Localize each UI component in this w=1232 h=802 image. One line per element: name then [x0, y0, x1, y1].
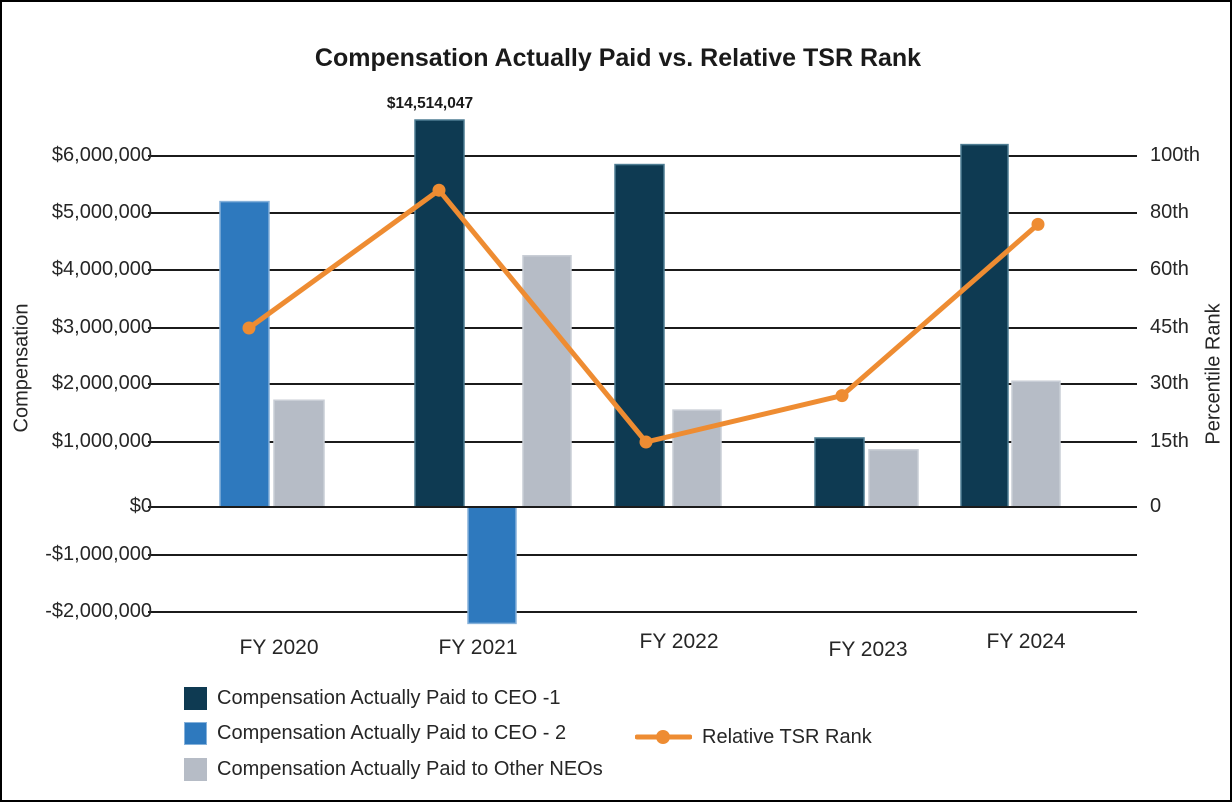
bar	[868, 449, 919, 508]
right-tick-label: 15th	[1150, 430, 1189, 452]
x-axis-label: FY 2024	[986, 630, 1066, 653]
right-tick-label: 30th	[1150, 372, 1189, 394]
left-tick-label: -$1,000,000	[45, 543, 152, 565]
left-tick-label: $3,000,000	[51, 316, 152, 338]
bar	[273, 399, 325, 508]
bar	[414, 119, 465, 508]
tsr-marker	[432, 183, 446, 197]
tsr-marker	[1031, 217, 1045, 231]
bar	[467, 506, 517, 625]
line-marker-swatch-icon	[635, 730, 692, 744]
bar	[814, 437, 865, 508]
left-tick-label: $0	[129, 495, 152, 517]
tsr-marker	[242, 321, 256, 335]
legend-marker-icon	[656, 730, 670, 744]
ceo2-swatch-icon	[184, 722, 207, 745]
ceo1-swatch-icon	[184, 687, 207, 710]
legend-item-ceo1: Compensation Actually Paid to CEO -1	[184, 687, 561, 710]
x-axis-label: FY 2020	[239, 636, 319, 659]
right-tick-label: 100th	[1150, 144, 1201, 166]
x-axis-label: FY 2022	[639, 630, 719, 653]
right-axis-title: Percentile Rank	[1202, 303, 1225, 445]
left-tick-label: $5,000,000	[51, 201, 152, 223]
right-tick-label: 0	[1150, 495, 1162, 517]
left-tick-label: $4,000,000	[51, 258, 152, 280]
left-tick-label: -$2,000,000	[45, 600, 152, 622]
legend-item-ceo2: Compensation Actually Paid to CEO - 2	[184, 722, 566, 745]
chart-title: Compensation Actually Paid vs. Relative …	[314, 44, 922, 72]
bar-data-label: $14,514,047	[386, 95, 474, 112]
x-axis-label: FY 2023	[828, 638, 908, 661]
right-tick-label: 80th	[1150, 201, 1189, 223]
legend-label: Relative TSR Rank	[702, 725, 872, 748]
left-axis-title: Compensation	[10, 303, 33, 433]
right-tick-label: 60th	[1150, 258, 1189, 280]
bar	[522, 255, 572, 508]
bar	[960, 143, 1009, 508]
tsr-marker	[835, 389, 849, 403]
x-axis-label: FY 2021	[438, 636, 518, 659]
legend-label: Compensation Actually Paid to Other NEOs	[217, 758, 603, 780]
bar	[219, 200, 270, 508]
legend-label: Compensation Actually Paid to CEO -1	[217, 687, 561, 709]
bar	[614, 163, 665, 508]
legend-item-neos: Compensation Actually Paid to Other NEOs	[184, 758, 603, 781]
right-tick-label: 45th	[1150, 316, 1189, 338]
legend-item-tsr: Relative TSR Rank	[635, 725, 872, 749]
legend-label: Compensation Actually Paid to CEO - 2	[217, 722, 567, 744]
left-tick-label: $6,000,000	[51, 144, 152, 166]
tsr-marker	[639, 435, 653, 449]
neos-swatch-icon	[184, 758, 207, 781]
left-tick-label: $2,000,000	[51, 372, 152, 394]
bar	[1011, 380, 1061, 508]
left-tick-label: $1,000,000	[51, 430, 152, 452]
